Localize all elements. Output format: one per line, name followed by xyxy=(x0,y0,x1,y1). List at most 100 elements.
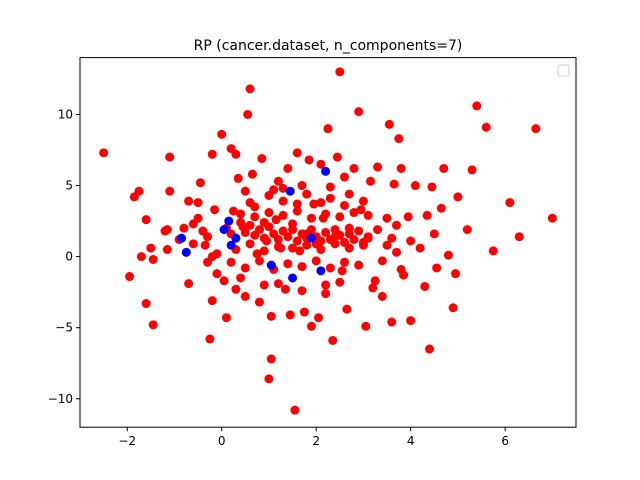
red-point-85 xyxy=(349,163,359,173)
blue-point-7 xyxy=(288,273,298,283)
red-point-13 xyxy=(165,152,175,162)
red-point-61 xyxy=(290,405,300,415)
red-point-187 xyxy=(188,239,198,249)
red-point-96 xyxy=(387,317,397,327)
red-point-179 xyxy=(255,256,264,266)
red-point-199 xyxy=(302,189,312,199)
red-point-204 xyxy=(316,198,326,208)
blue-point-5 xyxy=(266,260,276,270)
red-point-0 xyxy=(99,148,109,158)
red-point-205 xyxy=(340,200,350,210)
red-point-82 xyxy=(340,172,350,182)
red-point-160 xyxy=(273,242,283,252)
red-point-3 xyxy=(134,186,144,196)
red-point-213 xyxy=(212,269,222,279)
red-point-67 xyxy=(304,155,314,165)
red-point-50 xyxy=(266,354,276,364)
red-point-5 xyxy=(141,299,151,309)
red-point-53 xyxy=(271,215,281,225)
red-point-20 xyxy=(195,178,205,188)
red-point-80 xyxy=(335,67,345,77)
red-point-16 xyxy=(184,196,194,206)
red-point-201 xyxy=(344,189,354,199)
red-point-4 xyxy=(136,252,146,262)
red-point-211 xyxy=(259,280,269,290)
x-tick-label: 6 xyxy=(501,434,509,448)
y-tick-label: 10 xyxy=(58,107,73,121)
red-point-41 xyxy=(245,84,255,94)
red-point-87 xyxy=(356,205,366,215)
blue-point-9 xyxy=(316,266,326,276)
red-point-140 xyxy=(288,225,298,235)
red-point-75 xyxy=(323,124,333,134)
red-point-169 xyxy=(264,208,274,218)
red-point-45 xyxy=(255,297,264,307)
red-point-200 xyxy=(325,182,335,192)
red-point-81 xyxy=(337,266,347,276)
red-point-168 xyxy=(250,212,260,222)
red-point-35 xyxy=(233,173,243,183)
red-point-56 xyxy=(278,196,288,206)
red-point-33 xyxy=(229,206,239,216)
red-point-64 xyxy=(297,181,307,191)
blue-point-4 xyxy=(226,240,236,250)
red-point-112 xyxy=(436,203,446,213)
red-point-117 xyxy=(453,192,463,202)
red-point-122 xyxy=(488,246,498,256)
red-point-91 xyxy=(370,276,380,286)
red-point-29 xyxy=(217,129,227,139)
red-point-185 xyxy=(340,257,350,267)
chart-title: RP (cancer.dataset, n_components=7) xyxy=(194,38,463,54)
red-point-77 xyxy=(328,335,338,345)
red-point-57 xyxy=(280,284,290,294)
red-point-113 xyxy=(439,163,449,173)
red-point-156 xyxy=(363,232,373,242)
red-point-42 xyxy=(247,169,257,179)
y-tick-label: 0 xyxy=(65,250,73,264)
red-point-120 xyxy=(472,101,482,111)
red-point-19 xyxy=(193,198,203,208)
red-point-99 xyxy=(394,134,404,144)
red-point-121 xyxy=(481,122,491,132)
plot-area-frame xyxy=(79,57,577,428)
red-point-141 xyxy=(292,236,302,246)
red-point-170 xyxy=(278,210,288,220)
red-point-111 xyxy=(432,263,442,273)
red-point-196 xyxy=(387,233,397,243)
red-point-129 xyxy=(236,218,246,227)
x-tick-label: 0 xyxy=(218,434,226,448)
red-point-171 xyxy=(292,206,302,216)
red-point-116 xyxy=(451,269,461,279)
red-point-119 xyxy=(467,165,477,175)
red-point-146 xyxy=(316,236,326,246)
red-point-198 xyxy=(278,183,288,193)
red-point-6 xyxy=(141,215,151,225)
red-point-195 xyxy=(377,256,387,266)
red-point-130 xyxy=(240,227,250,237)
red-point-46 xyxy=(257,154,267,164)
red-point-110 xyxy=(429,229,439,239)
red-point-123 xyxy=(505,198,515,208)
red-point-173 xyxy=(321,209,331,219)
red-point-193 xyxy=(382,240,392,250)
red-point-182 xyxy=(297,262,307,272)
red-point-22 xyxy=(200,240,210,250)
y-tick-label: 5 xyxy=(65,179,73,193)
red-point-162 xyxy=(302,240,312,250)
red-point-38 xyxy=(240,186,250,196)
red-point-176 xyxy=(363,210,373,220)
red-point-104 xyxy=(410,181,420,191)
red-point-25 xyxy=(207,149,217,159)
red-point-103 xyxy=(406,316,416,326)
red-point-175 xyxy=(349,208,359,218)
red-point-105 xyxy=(415,243,425,253)
red-point-126 xyxy=(547,213,557,223)
red-point-167 xyxy=(236,209,246,219)
red-point-34 xyxy=(231,149,241,159)
red-point-215 xyxy=(396,264,406,274)
red-point-63 xyxy=(295,246,305,256)
red-point-72 xyxy=(316,159,326,169)
red-point-12 xyxy=(162,245,172,255)
red-point-27 xyxy=(210,205,220,215)
red-point-181 xyxy=(283,259,293,269)
